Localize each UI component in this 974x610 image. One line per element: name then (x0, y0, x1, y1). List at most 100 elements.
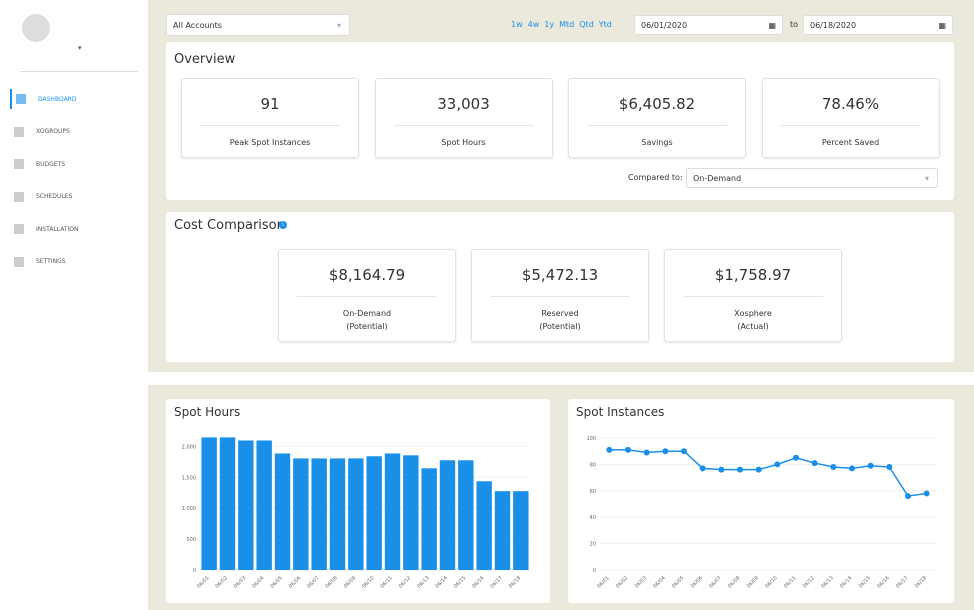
range-link[interactable]: 1w (511, 20, 523, 29)
compared-select[interactable]: On-Demand ▾ (686, 168, 938, 188)
cost-card: $5,472.13 Reserved (Potential) (471, 249, 649, 342)
nav-item[interactable]: INSTALLATION (14, 219, 134, 239)
bar (421, 468, 437, 570)
bar (513, 491, 529, 570)
point (774, 461, 781, 468)
divider (20, 71, 138, 72)
nav-icon (14, 256, 24, 267)
x-tick-label: 06/09 (343, 575, 357, 589)
x-tick-label: 06/12 (802, 575, 816, 589)
cost-label: Reserved (Potential) (472, 307, 648, 333)
x-tick-label: 06/03 (634, 575, 648, 589)
y-tick-label: 500 (186, 537, 196, 543)
point (905, 493, 911, 500)
y-tick-label: 1,500 (182, 475, 196, 481)
x-tick-label: 06/14 (434, 575, 448, 589)
point (681, 448, 687, 455)
point (662, 448, 669, 455)
y-tick-label: 20 (590, 542, 596, 548)
x-tick-label: 06/18 (914, 575, 928, 589)
x-tick-label: 06/07 (708, 575, 722, 589)
stat-label: Percent Saved (821, 138, 880, 147)
stat-value: 78.46% (780, 95, 921, 126)
bar (219, 437, 236, 570)
nav-item[interactable]: BUDGETS (14, 154, 134, 174)
point (643, 449, 650, 456)
x-tick-label: 06/11 (379, 575, 393, 589)
range-link[interactable]: 4w (527, 20, 540, 29)
nav-item[interactable]: DASHBOARD (10, 89, 136, 109)
chart: Spot Hours 0 500 1,000 1,500 2,000 06/01 06/02 0… (174, 405, 530, 590)
cost-name: On-Demand (342, 309, 392, 318)
nav-label: INSTALLATION (36, 225, 79, 233)
panel-title: Cost Comparison (174, 218, 285, 233)
nav-item[interactable]: XOGROUPS (14, 122, 134, 142)
line (609, 449, 927, 497)
nav-item[interactable]: SETTINGS (14, 252, 134, 272)
caret: ▾ (336, 20, 341, 30)
stat-card: 33,003 Spot Hours (374, 78, 553, 158)
range-link[interactable]: 1y (544, 20, 555, 29)
y-tick-label: 2,000 (182, 444, 196, 450)
bar (439, 460, 456, 570)
x-tick-label: 06/03 (233, 575, 247, 589)
nav-label: DASHBOARD (38, 95, 77, 103)
date-text: 06/18/2020 (810, 20, 857, 30)
avatar-caret[interactable]: ▾ (78, 44, 82, 52)
point (737, 466, 743, 473)
bar (274, 453, 291, 570)
chart: Spot Instances 0 20 40 60 80 100 06/01 06/02 06/0… (576, 405, 936, 590)
cal-icon: ▦ (938, 20, 946, 30)
bar (366, 456, 382, 570)
stat-label: Peak Spot Instances (229, 138, 311, 147)
cost-note: (Potential) (346, 322, 388, 331)
point (625, 446, 631, 453)
y-tick-label: 100 (586, 436, 596, 442)
stat-value: 33,003 (393, 95, 534, 126)
nav-label: SCHEDULES (36, 193, 73, 200)
date-from[interactable]: 06/01/2020 ▦ (634, 15, 783, 35)
x-tick-label: 06/05 (269, 575, 283, 589)
cost-value: $8,164.79 (297, 266, 437, 297)
stat-card: 91 Peak Spot Instances (181, 78, 359, 158)
bar (494, 491, 511, 570)
info-icon[interactable]: i (279, 221, 287, 229)
y-tick-label: 1,000 (182, 506, 196, 512)
x-tick-label: 06/17 (895, 575, 909, 589)
cost-value: $5,472.13 (490, 266, 630, 297)
point (923, 490, 930, 497)
point (606, 446, 613, 453)
range-link[interactable]: Qtd (579, 20, 594, 29)
x-tick-label: 06/18 (508, 575, 522, 589)
date-to[interactable]: 06/18/2020 ▦ (803, 15, 953, 35)
range-link[interactable]: Ytd (598, 20, 612, 29)
bar (384, 453, 401, 570)
point (849, 465, 855, 472)
x-tick-label: 06/04 (652, 575, 666, 589)
stat-card: 78.46% Percent Saved (761, 78, 940, 158)
chart-title: Spot Hours (174, 405, 240, 419)
nav-icon (14, 224, 24, 234)
bar (238, 440, 254, 570)
stat-label: Spot Hours (441, 138, 486, 147)
range-link[interactable]: Mtd (559, 20, 575, 29)
x-tick-label: 06/10 (361, 575, 375, 589)
nav-icon (14, 159, 24, 169)
point (867, 462, 874, 469)
avatar[interactable] (22, 14, 50, 42)
y-tick-label: 0 (593, 568, 596, 574)
bar (458, 460, 474, 570)
point (699, 465, 706, 472)
x-tick-label: 06/16 (471, 575, 485, 589)
nav-icon (14, 126, 24, 137)
x-tick-label: 06/07 (306, 575, 320, 589)
bar (311, 458, 327, 570)
nav-item[interactable]: SCHEDULES (14, 187, 134, 207)
cost-card: $1,758.97 Xosphere (Actual) (664, 249, 842, 342)
x-tick-label: 06/13 (820, 575, 834, 589)
cost-card: $8,164.79 On-Demand (Potential) (278, 249, 456, 342)
x-tick-label: 06/04 (251, 575, 265, 589)
panel-title: Overview (174, 52, 236, 67)
account-select[interactable]: All Accounts ▾ (166, 14, 350, 36)
